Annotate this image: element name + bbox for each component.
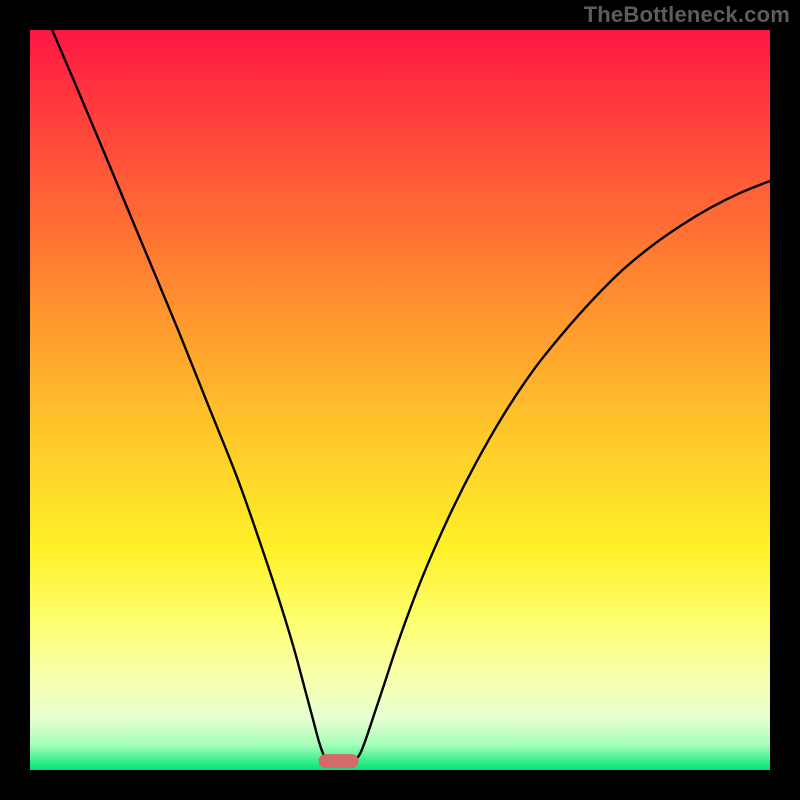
bottleneck-chart-svg	[0, 0, 800, 800]
plot-area	[30, 30, 770, 770]
bottleneck-chart-container: TheBottleneck.com	[0, 0, 800, 800]
optimal-marker	[319, 754, 359, 768]
watermark-text: TheBottleneck.com	[584, 2, 790, 28]
